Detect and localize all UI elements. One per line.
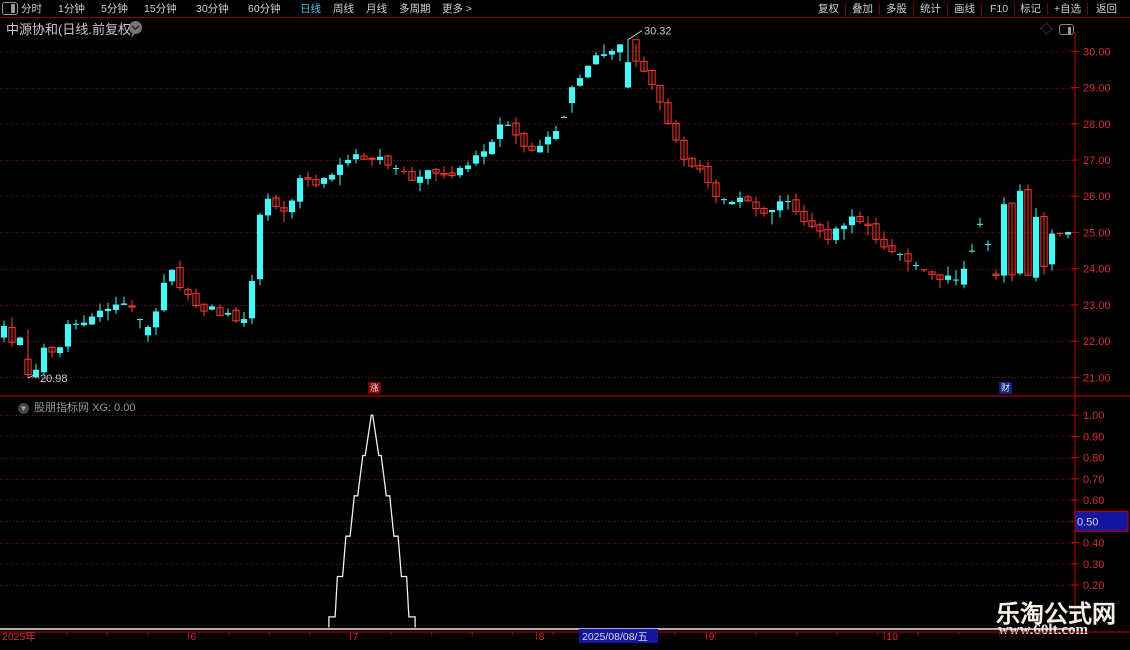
svg-text:7: 7 bbox=[353, 631, 359, 643]
svg-text:6: 6 bbox=[190, 631, 196, 643]
svg-text:10: 10 bbox=[886, 631, 898, 643]
svg-text:8: 8 bbox=[539, 631, 545, 643]
svg-text:2025/08/08/五: 2025/08/08/五 bbox=[582, 631, 648, 643]
svg-text:9: 9 bbox=[709, 631, 715, 643]
svg-text:2025年: 2025年 bbox=[2, 630, 36, 643]
